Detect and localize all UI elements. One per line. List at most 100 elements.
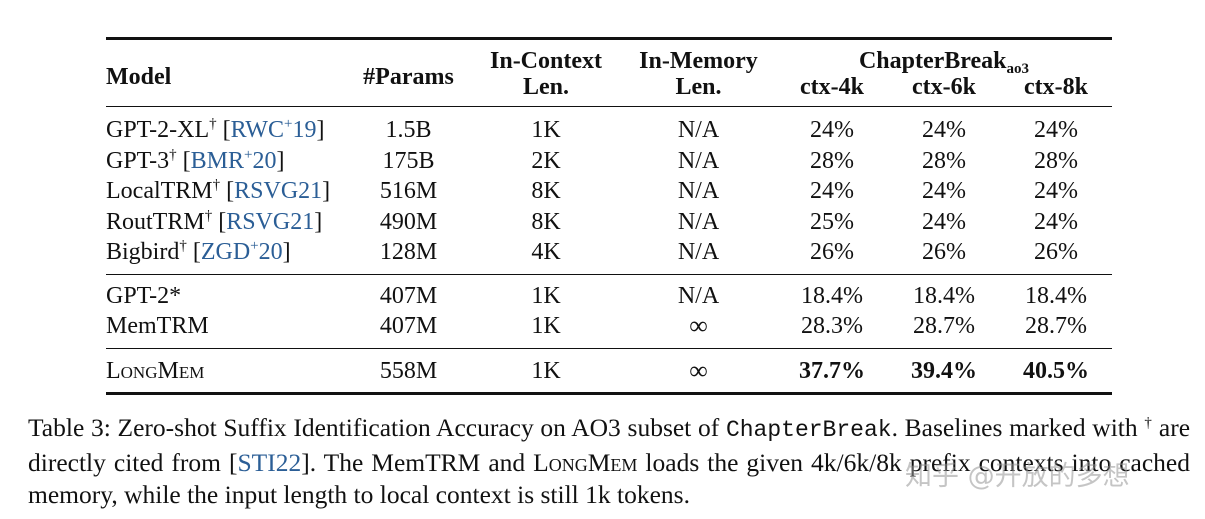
header-params: #Params bbox=[363, 64, 454, 90]
table-row: MemTRM 407M 1K ∞ 28.3% 28.7% 28.7% bbox=[106, 311, 1112, 348]
watermark: 知乎 @开放的多想 bbox=[905, 461, 1130, 492]
longmem-group: LongMem 558M 1K ∞ 37.7% 39.4% 40.5% bbox=[106, 348, 1112, 394]
citation-sup: + bbox=[283, 116, 293, 132]
caption-text: are directly cited from [ bbox=[28, 413, 1191, 477]
ctx-8k-cell: 28.7% bbox=[1025, 313, 1087, 339]
caption-dagger: † bbox=[1144, 415, 1153, 431]
ctx-4k-cell: 24% bbox=[810, 117, 854, 143]
citation-year: 20 bbox=[258, 239, 283, 265]
in-context-cell: 1K bbox=[531, 117, 561, 143]
citation-key: RSVG21 bbox=[226, 208, 315, 235]
caption-text: Table 3: Zero-shot Suffix Identification… bbox=[28, 413, 726, 442]
params-cell: 516M bbox=[379, 178, 438, 204]
dagger-mark: † bbox=[212, 177, 221, 193]
model-cell: Bigbird† [ZGD+20] bbox=[106, 238, 291, 266]
ctx-6k-cell: 26% bbox=[922, 239, 966, 265]
caption-text: ]. The MemTRM and bbox=[301, 447, 534, 477]
table-row: GPT-3† [BMR+20] 175B 2K N/A 28% 28% 28% bbox=[106, 146, 1112, 177]
in-context-cell: 2K bbox=[531, 147, 561, 174]
model-cell: RoutTRM† [RSVG21] bbox=[106, 207, 323, 235]
table-row: GPT-2* 407M 1K N/A 18.4% 18.4% 18.4% bbox=[106, 274, 1112, 311]
dagger-mark: † bbox=[209, 116, 217, 132]
header-in-context: In-Context bbox=[490, 48, 602, 74]
ctx-6k-cell: 24% bbox=[922, 208, 966, 235]
table-header: Model #Params In-Context In-Memory Chapt… bbox=[106, 38, 1112, 107]
ctx-4k-cell: 24% bbox=[810, 178, 854, 204]
params-cell: 1.5B bbox=[385, 117, 432, 143]
in-memory-cell: N/A bbox=[677, 117, 720, 143]
model-name: MemTRM bbox=[106, 313, 209, 339]
ctx-6k-cell: 18.4% bbox=[913, 282, 975, 309]
model-name: GPT-3 bbox=[106, 147, 170, 174]
citation-key: RSVG21 bbox=[234, 178, 323, 204]
header-in-memory: In-Memory bbox=[639, 48, 758, 74]
header-row-1: Model #Params In-Context In-Memory Chapt… bbox=[106, 38, 1112, 90]
in-context-cell: 1K bbox=[531, 282, 561, 309]
table-row: RoutTRM† [RSVG21] 490M 8K N/A 25% 24% 24… bbox=[106, 207, 1112, 238]
ctx-4k-cell: 25% bbox=[810, 208, 854, 235]
citation-link[interactable]: BMR+20 bbox=[190, 146, 277, 174]
ctx-4k-cell: 28% bbox=[810, 147, 854, 174]
header-model: Model bbox=[106, 64, 172, 90]
in-context-cell: 4K bbox=[531, 239, 561, 265]
header-in-context-len: Len. bbox=[522, 74, 569, 100]
table-row: Bigbird† [ZGD+20] 128M 4K N/A 26% 26% 26… bbox=[106, 237, 1112, 274]
header-chapterbreak-sub: ao3 bbox=[1006, 61, 1030, 77]
params-cell: 128M bbox=[379, 239, 438, 265]
ctx-6k-cell: 39.4% bbox=[911, 357, 977, 384]
table-caption: Table 3: Zero-shot Suffix Identification… bbox=[28, 412, 1190, 512]
caption-text: . Baselines marked with bbox=[891, 413, 1145, 442]
ctx-4k-cell: 28.3% bbox=[801, 313, 863, 339]
model-name: Bigbird bbox=[106, 239, 180, 265]
citation-key: RWC bbox=[230, 117, 284, 143]
baseline-cited-group: GPT-2-XL† [RWC+19] 1.5B 1K N/A 24% 24% 2… bbox=[106, 106, 1112, 275]
table-row: LocalTRM† [RSVG21] 516M 8K N/A 24% 24% 2… bbox=[106, 176, 1112, 207]
baseline-reproduced-group: GPT-2* 407M 1K N/A 18.4% 18.4% 18.4% Mem… bbox=[106, 274, 1112, 348]
results-table: Model #Params In-Context In-Memory Chapt… bbox=[106, 37, 1112, 395]
model-name: GPT-2-XL bbox=[106, 117, 210, 143]
ctx-8k-cell: 18.4% bbox=[1025, 282, 1087, 309]
citation-sup: + bbox=[244, 146, 253, 163]
citation-link[interactable]: RWC+19 bbox=[230, 116, 317, 144]
citation-link[interactable]: RSVG21 bbox=[234, 178, 322, 204]
citation-key: BMR bbox=[190, 147, 244, 174]
citation-link[interactable]: RSVG21 bbox=[226, 209, 314, 235]
model-cell: LocalTRM† [RSVG21] bbox=[106, 177, 331, 205]
model-cell: GPT-3† [BMR+20] bbox=[106, 146, 285, 174]
caption-code: ChapterBreak bbox=[725, 417, 892, 443]
params-cell: 407M bbox=[379, 313, 438, 339]
dagger-mark: † bbox=[204, 207, 213, 224]
header-ctx-4k: ctx-4k bbox=[800, 74, 864, 100]
dagger-mark: † bbox=[169, 146, 177, 163]
caption-longmem: LongMem bbox=[533, 447, 638, 477]
in-context-cell: 1K bbox=[531, 313, 561, 339]
ctx-6k-cell: 28% bbox=[922, 147, 966, 174]
header-ctx-6k: ctx-6k bbox=[912, 74, 976, 100]
citation-key: ZGD bbox=[200, 239, 251, 265]
ctx-8k-cell: 40.5% bbox=[1023, 357, 1089, 384]
header-ctx-8k: ctx-8k bbox=[1024, 74, 1088, 100]
citation-link[interactable]: ZGD+20 bbox=[200, 239, 283, 266]
ctx-8k-cell: 26% bbox=[1034, 239, 1078, 265]
in-memory-cell: ∞ bbox=[689, 311, 708, 340]
citation-year: 19 bbox=[292, 117, 317, 143]
model-cell: GPT-2-XL† [RWC+19] bbox=[106, 116, 325, 144]
header-row-2: Len. Len. ctx-4k ctx-6k ctx-8k bbox=[106, 74, 1112, 107]
in-memory-cell: N/A bbox=[677, 147, 720, 174]
in-memory-cell: ∞ bbox=[689, 355, 708, 385]
ctx-6k-cell: 28.7% bbox=[913, 313, 975, 339]
in-context-cell: 8K bbox=[531, 178, 561, 204]
header-chapterbreak-label: ChapterBreak bbox=[858, 48, 1007, 74]
ctx-8k-cell: 24% bbox=[1034, 117, 1078, 143]
ctx-8k-cell: 24% bbox=[1034, 208, 1078, 235]
ctx-6k-cell: 24% bbox=[922, 117, 966, 143]
in-context-cell: 1K bbox=[531, 357, 561, 384]
caption-citation-link[interactable]: STI22 bbox=[237, 447, 302, 477]
in-memory-cell: N/A bbox=[677, 208, 720, 235]
in-memory-cell: N/A bbox=[677, 239, 720, 265]
dagger-mark: † bbox=[179, 238, 187, 254]
ctx-4k-cell: 37.7% bbox=[799, 357, 865, 384]
model-name: LocalTRM bbox=[106, 178, 213, 204]
results-table-container: Model #Params In-Context In-Memory Chapt… bbox=[106, 37, 1112, 395]
ctx-8k-cell: 28% bbox=[1034, 147, 1078, 174]
